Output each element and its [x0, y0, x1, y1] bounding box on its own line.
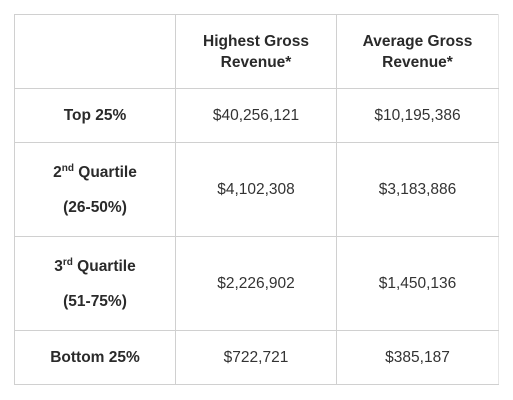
table-row: 3rd Quartile (51-75%) $2,226,902 $1,450,…: [14, 236, 499, 331]
table-row: Top 25% $40,256,121 $10,195,386: [14, 88, 499, 143]
header-highest-gross-revenue: Highest Gross Revenue*: [175, 14, 337, 89]
quartile-number: 2: [53, 163, 62, 181]
quartile-word: Quartile: [73, 163, 137, 181]
quartile-title: 3rd Quartile: [21, 256, 169, 277]
cell-average-revenue: $10,195,386: [336, 88, 499, 143]
cell-highest-revenue: $40,256,121: [175, 88, 337, 143]
quartile-title: 2nd Quartile: [21, 162, 169, 183]
row-label-2nd-quartile: 2nd Quartile (26-50%): [14, 142, 176, 237]
quartile-number: 3: [54, 257, 63, 275]
ordinal-suffix: nd: [61, 162, 74, 174]
quartile-word: Quartile: [72, 257, 136, 275]
cell-average-revenue: $3,183,886: [336, 142, 499, 237]
cell-average-revenue: $385,187: [336, 330, 499, 385]
table-row: Bottom 25% $722,721 $385,187: [14, 330, 499, 385]
cell-highest-revenue: $2,226,902: [175, 236, 337, 331]
quartile-range: (51-75%): [63, 292, 127, 310]
revenue-table-container: Highest Gross Revenue* Average Gross Rev…: [14, 14, 499, 385]
cell-highest-revenue: $4,102,308: [175, 142, 337, 237]
quartile-range: (26-50%): [63, 198, 127, 216]
table-row: 2nd Quartile (26-50%) $4,102,308 $3,183,…: [14, 142, 499, 237]
row-label-3rd-quartile: 3rd Quartile (51-75%): [14, 236, 176, 331]
header-average-gross-revenue: Average Gross Revenue*: [336, 14, 499, 89]
table-header-row: Highest Gross Revenue* Average Gross Rev…: [14, 14, 499, 89]
cell-highest-revenue: $722,721: [175, 330, 337, 385]
revenue-quartile-table: Highest Gross Revenue* Average Gross Rev…: [14, 14, 499, 385]
cell-average-revenue: $1,450,136: [336, 236, 499, 331]
row-label-bottom-25: Bottom 25%: [14, 330, 176, 385]
row-label-top-25: Top 25%: [14, 88, 176, 143]
ordinal-suffix: rd: [62, 256, 73, 268]
header-empty-cell: [14, 14, 176, 89]
